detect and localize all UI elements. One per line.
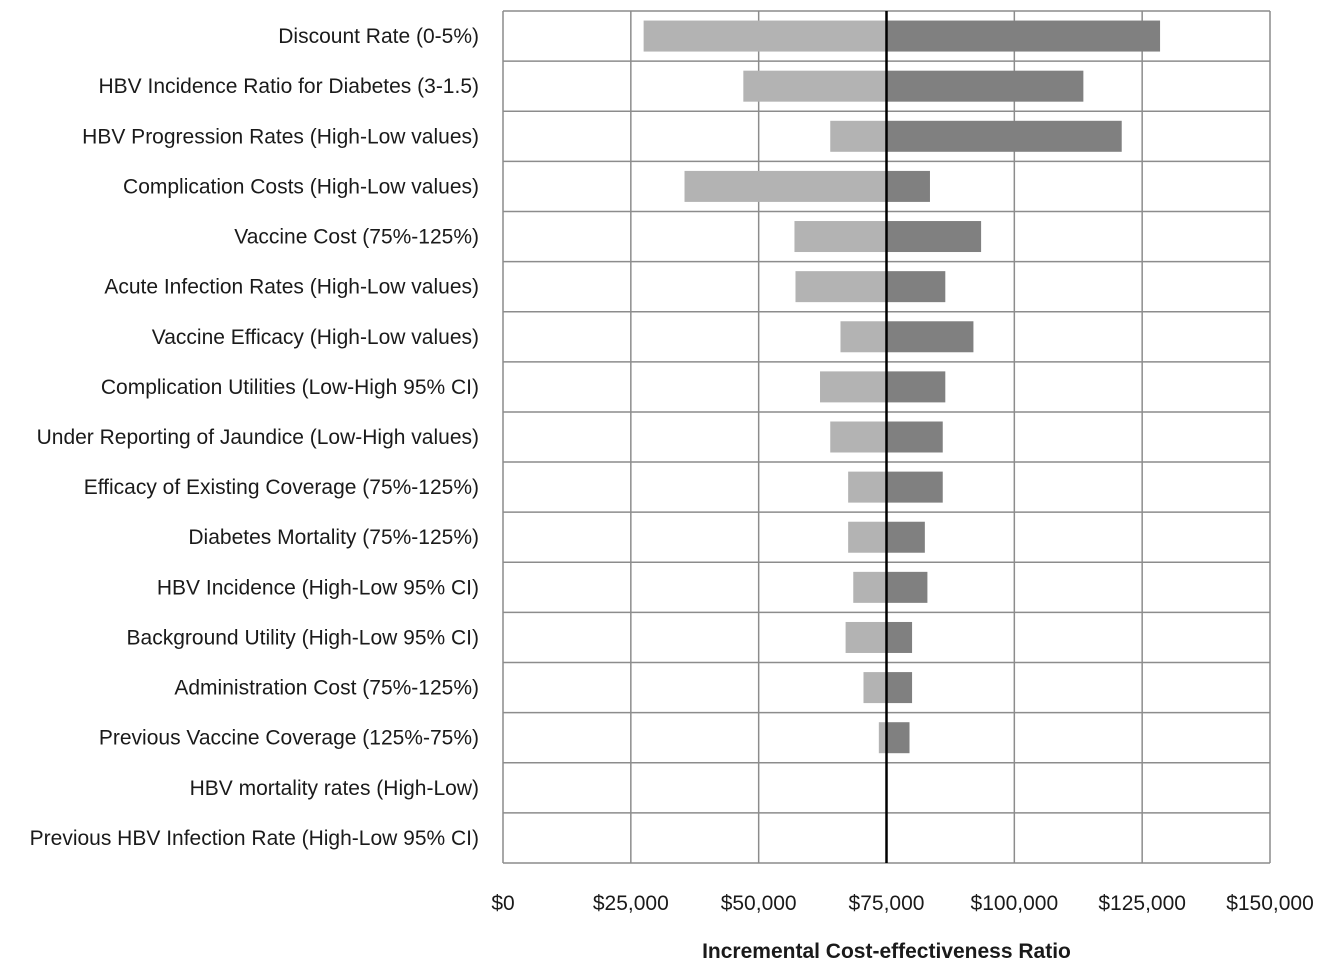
bar-high-14 (886, 722, 910, 754)
bar-low-11 (853, 571, 887, 603)
bar-high-9 (886, 471, 943, 503)
x-tick-label-1: $25,000 (593, 892, 669, 915)
bar-low-4 (794, 221, 887, 253)
category-label-8: Under Reporting of Jaundice (Low-High va… (37, 426, 479, 449)
bar-high-0 (886, 20, 1161, 52)
bar-high-4 (886, 221, 982, 253)
category-label-0: Discount Rate (0-5%) (278, 25, 479, 48)
x-tick-labels: $0 $25,000 $50,000 $75,000 $100,000 $125,000 $… (491, 892, 1313, 915)
bar-low-3 (684, 170, 887, 202)
category-labels: Discount Rate (0-5%) HBV Incidence Ratio … (30, 25, 479, 850)
bar-high-13 (886, 672, 913, 704)
category-label-2: HBV Progression Rates (High-Low values) (82, 125, 479, 148)
category-label-1: HBV Incidence Ratio for Diabetes (3-1.5) (98, 75, 479, 98)
bar-low-0 (643, 20, 887, 52)
category-label-13: Administration Cost (75%-125%) (174, 677, 479, 700)
category-label-9: Efficacy of Existing Coverage (75%-125%) (84, 476, 479, 499)
x-tick-label-5: $125,000 (1098, 892, 1186, 915)
x-tick-label-0: $0 (491, 892, 514, 915)
x-tick-label-3: $75,000 (849, 892, 925, 915)
bar-high-1 (886, 70, 1084, 102)
category-label-10: Diabetes Mortality (75%-125%) (188, 526, 479, 549)
bar-low-10 (848, 521, 887, 553)
bar-high-3 (886, 170, 930, 202)
category-label-6: Vaccine Efficacy (High-Low values) (152, 326, 479, 349)
bar-low-12 (845, 621, 887, 653)
bar-high-5 (886, 271, 946, 303)
x-tick-label-2: $50,000 (721, 892, 797, 915)
bar-low-6 (840, 321, 887, 353)
category-label-5: Acute Infection Rates (High-Low values) (104, 276, 479, 299)
bar-low-14 (878, 722, 887, 754)
bar-high-11 (886, 571, 928, 603)
bar-low-2 (830, 120, 887, 152)
bar-high-6 (886, 321, 974, 353)
bar-low-8 (830, 421, 887, 453)
category-label-16: Previous HBV Infection Rate (High-Low 95… (30, 827, 479, 850)
category-label-14: Previous Vaccine Coverage (125%-75%) (99, 727, 479, 750)
bar-layer (643, 20, 1161, 854)
bar-high-7 (886, 371, 946, 403)
bar-low-5 (795, 271, 887, 303)
bar-low-13 (863, 672, 887, 704)
category-label-3: Complication Costs (High-Low values) (123, 175, 479, 198)
bar-low-1 (743, 70, 887, 102)
bar-low-7 (820, 371, 887, 403)
bar-high-8 (886, 421, 943, 453)
x-axis-title: Incremental Cost-effectiveness Ratio (702, 940, 1071, 961)
bar-high-2 (886, 120, 1122, 152)
x-tick-label-6: $150,000 (1226, 892, 1314, 915)
category-label-7: Complication Utilities (Low-High 95% CI) (101, 376, 479, 399)
bar-high-12 (886, 621, 913, 653)
category-label-4: Vaccine Cost (75%-125%) (234, 226, 479, 249)
category-label-15: HBV mortality rates (High-Low) (190, 777, 479, 800)
bar-low-9 (848, 471, 887, 503)
category-label-12: Background Utility (High-Low 95% CI) (127, 626, 479, 649)
category-label-11: HBV Incidence (High-Low 95% CI) (157, 576, 479, 599)
bar-high-10 (886, 521, 925, 553)
x-tick-label-4: $100,000 (971, 892, 1059, 915)
